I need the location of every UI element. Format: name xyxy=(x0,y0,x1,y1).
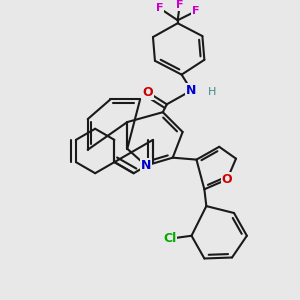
Text: F: F xyxy=(176,0,183,11)
Text: F: F xyxy=(192,6,199,16)
Text: N: N xyxy=(141,159,151,172)
Text: O: O xyxy=(143,86,153,99)
Text: F: F xyxy=(156,3,164,14)
Text: Cl: Cl xyxy=(163,232,176,245)
Text: N: N xyxy=(186,84,197,97)
Text: O: O xyxy=(222,173,232,186)
Text: H: H xyxy=(208,87,217,98)
